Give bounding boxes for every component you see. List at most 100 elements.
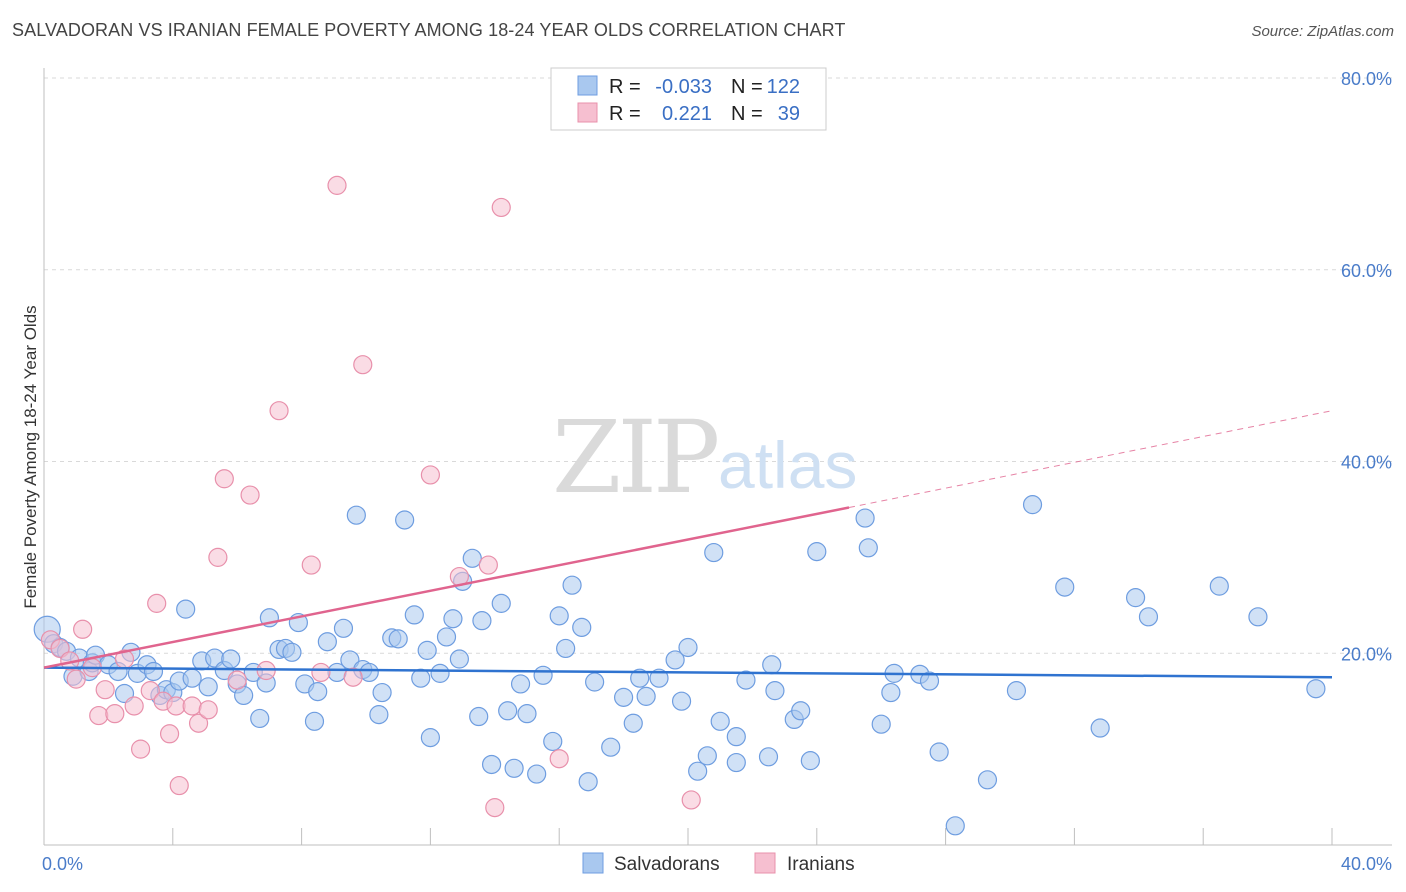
iranian-point [159, 724, 180, 744]
salvadoran-point [176, 599, 196, 619]
salvadoran-point [855, 508, 875, 528]
salvadoran-point [481, 754, 502, 775]
salvadoran-point [726, 752, 746, 773]
watermark-atlas: atlas [718, 428, 857, 502]
source-label: Source: ZipAtlas.com [1251, 23, 1394, 40]
iranian-point [140, 681, 160, 701]
salvadoran-point [572, 617, 592, 637]
salvadoran-point [977, 770, 998, 790]
salvadoran-point [556, 638, 576, 659]
bottom-legend-iranians: Iranians [787, 854, 855, 875]
iranian-point [73, 619, 93, 639]
salvadoran-point [578, 772, 598, 792]
salvadoran-point [369, 705, 389, 725]
iranian-point [353, 355, 373, 375]
salvadoran-point [359, 662, 379, 683]
salvadoran-point [527, 764, 547, 784]
iranian-point [198, 700, 218, 720]
salvadoran-point [469, 706, 489, 727]
iranian-point [214, 469, 234, 489]
salvadoran-point [762, 655, 782, 675]
salvadoran-point [800, 751, 820, 771]
salvadoran-point [308, 681, 328, 702]
iranian-point [166, 696, 186, 716]
salvadoran-point [449, 649, 469, 669]
salvadoran-point [462, 548, 482, 568]
y-axis-label: Female Poverty Among 18-24 Year Olds [21, 305, 40, 608]
salvadoran-point [858, 538, 878, 558]
iranian-point [124, 696, 144, 716]
salvadoran-point [317, 632, 337, 652]
salvadoran-point [221, 649, 241, 669]
legend-n-label-2: N = [731, 103, 763, 125]
salvadoran-point [1006, 681, 1027, 701]
iranian-point [169, 775, 189, 796]
iranian-trendline-extension [848, 410, 1333, 509]
iranian-point [327, 175, 347, 195]
salvadoran-point [919, 671, 940, 691]
salvadoran-point [443, 609, 463, 629]
salvadoran-point [182, 668, 202, 688]
salvadoran-point [395, 510, 415, 530]
salvadoran-point [765, 681, 785, 701]
iranian-point [681, 790, 701, 810]
iranian-point [227, 670, 247, 690]
legend-r-label-2: R = [609, 103, 641, 125]
salvadoran-point [1138, 607, 1159, 627]
salvadoran-point [562, 575, 582, 595]
salvadoran-point [871, 714, 891, 734]
legend-swatch-iranians [577, 102, 598, 123]
salvadoran-point [649, 668, 669, 688]
salvadoran-point [517, 704, 537, 724]
salvadoran-point [613, 687, 634, 707]
salvadoran-point [1125, 588, 1146, 608]
salvadoran-point [807, 542, 827, 562]
watermark-zip: ZIP [552, 399, 717, 516]
gridlines [44, 77, 1392, 654]
salvadoran-point [671, 691, 692, 711]
salvadoran-point [346, 505, 366, 525]
iranian-point [491, 197, 511, 218]
iranian-point [208, 547, 228, 567]
y-tick-label-40: 40.0% [1341, 453, 1392, 473]
salvadoran-point [791, 701, 811, 721]
x-tick-label-min: 0.0% [42, 854, 83, 874]
salvadoran-point [636, 686, 656, 706]
salvadoran-point [881, 682, 901, 703]
salvadoran-point [304, 711, 325, 731]
bottom-legend-salvadorans: Salvadorans [614, 854, 720, 875]
y-tick-label-60: 60.0% [1341, 261, 1392, 281]
salvadoran-point [736, 670, 756, 690]
salvadoran-point [623, 713, 643, 733]
salvadoran-point [282, 642, 302, 662]
iranian-point [131, 739, 151, 759]
salvadoran-point [543, 731, 563, 752]
salvadoran-point [472, 611, 492, 631]
salvadoran-point [388, 629, 408, 649]
salvadoran-point [704, 542, 724, 563]
salvadoran-points [33, 495, 1326, 836]
bottom-legend-swatch-salvadorans [582, 852, 604, 874]
legend-r-label-1: R = [609, 76, 641, 98]
chart-title: SALVADORAN VS IRANIAN FEMALE POVERTY AMO… [12, 20, 846, 40]
salvadoran-point [430, 663, 450, 683]
correlation-legend: R = -0.033 N = 122 R = 0.221 N = 39 [550, 67, 827, 131]
salvadoran-point [697, 746, 717, 766]
iranian-point [549, 749, 569, 769]
y-tick-labels: 80.0% 60.0% 40.0% 20.0% [1341, 69, 1392, 664]
salvadoran-point [678, 637, 698, 658]
salvadoran-point [333, 618, 354, 638]
salvadoran-point [436, 627, 457, 647]
salvadoran-point [758, 747, 779, 767]
y-tick-label-80: 80.0% [1341, 69, 1392, 89]
salvadoran-point [491, 593, 511, 613]
salvadoran-point [1055, 577, 1075, 597]
salvadoran-point [665, 650, 685, 670]
iranian-point [182, 696, 202, 716]
salvadoran-point [1248, 607, 1268, 627]
x-tick-label-max: 40.0% [1341, 854, 1392, 874]
y-tick-label-20: 20.0% [1341, 644, 1392, 664]
iranian-point [240, 485, 260, 505]
bottom-legend-swatch-iranians [754, 852, 776, 874]
